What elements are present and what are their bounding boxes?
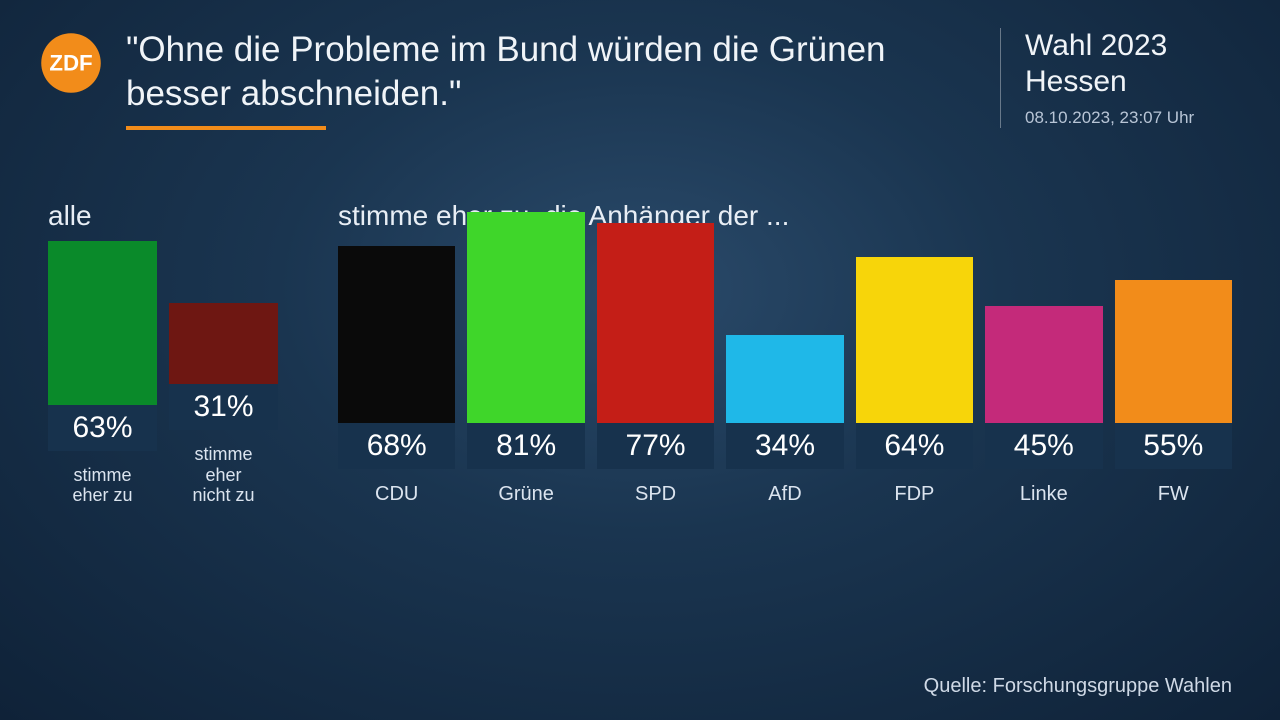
bar	[338, 246, 455, 423]
bar-column: 55% FW	[1115, 163, 1232, 506]
bar-label: Linke	[985, 483, 1102, 506]
bar-value: 77%	[597, 423, 714, 469]
bar	[467, 212, 584, 423]
bar	[597, 223, 714, 423]
zdf-logo: ZDF	[40, 32, 102, 94]
bar-value: 55%	[1115, 423, 1232, 469]
bar-column: 45% Linke	[985, 163, 1102, 506]
bar-value: 81%	[467, 423, 584, 469]
event-timestamp: 08.10.2023, 23:07 Uhr	[1025, 108, 1240, 128]
bar	[856, 257, 973, 423]
bar	[48, 241, 157, 405]
bar-column: 63% stimmeeher zu	[48, 145, 157, 506]
bar-column: 81% Grüne	[467, 163, 584, 506]
bar-value: 68%	[338, 423, 455, 469]
bar	[169, 303, 278, 384]
bar-value: 64%	[856, 423, 973, 469]
bar	[726, 335, 843, 423]
bar-label: Grüne	[467, 483, 584, 506]
event-name-line2: Hessen	[1025, 64, 1240, 100]
svg-text:ZDF: ZDF	[49, 50, 92, 75]
page-title: "Ohne die Probleme im Bund würden die Gr…	[126, 28, 980, 116]
bar-value: 63%	[48, 405, 157, 451]
bar-column: 31% stimmeehernicht zu	[169, 124, 278, 506]
bar-value: 31%	[169, 384, 278, 430]
bar-value: 45%	[985, 423, 1102, 469]
bar-label: FW	[1115, 483, 1232, 506]
bar-value: 34%	[726, 423, 843, 469]
bar-label: FDP	[856, 483, 973, 506]
bar-column: 34% AfD	[726, 163, 843, 506]
bar-label: stimmeehernicht zu	[169, 444, 278, 506]
bar-label: SPD	[597, 483, 714, 506]
bar-label: CDU	[338, 483, 455, 506]
bar-column: 64% FDP	[856, 163, 973, 506]
bar-label: stimmeeher zu	[48, 465, 157, 506]
bar	[1115, 280, 1232, 423]
chart-panel-parties: stimme eher zu, die Anhänger der ... 68%…	[338, 200, 1232, 630]
bar-column: 68% CDU	[338, 163, 455, 506]
chart-panel-all: alle 63%stimmeeher zu31%stimmeehernicht …	[48, 200, 278, 630]
bar-column: 77% SPD	[597, 163, 714, 506]
bar-label: AfD	[726, 483, 843, 506]
event-name-line1: Wahl 2023	[1025, 28, 1240, 64]
event-info: Wahl 2023 Hessen 08.10.2023, 23:07 Uhr	[1000, 28, 1240, 128]
bar	[985, 306, 1102, 423]
source-attribution: Quelle: Forschungsgruppe Wahlen	[924, 675, 1232, 698]
